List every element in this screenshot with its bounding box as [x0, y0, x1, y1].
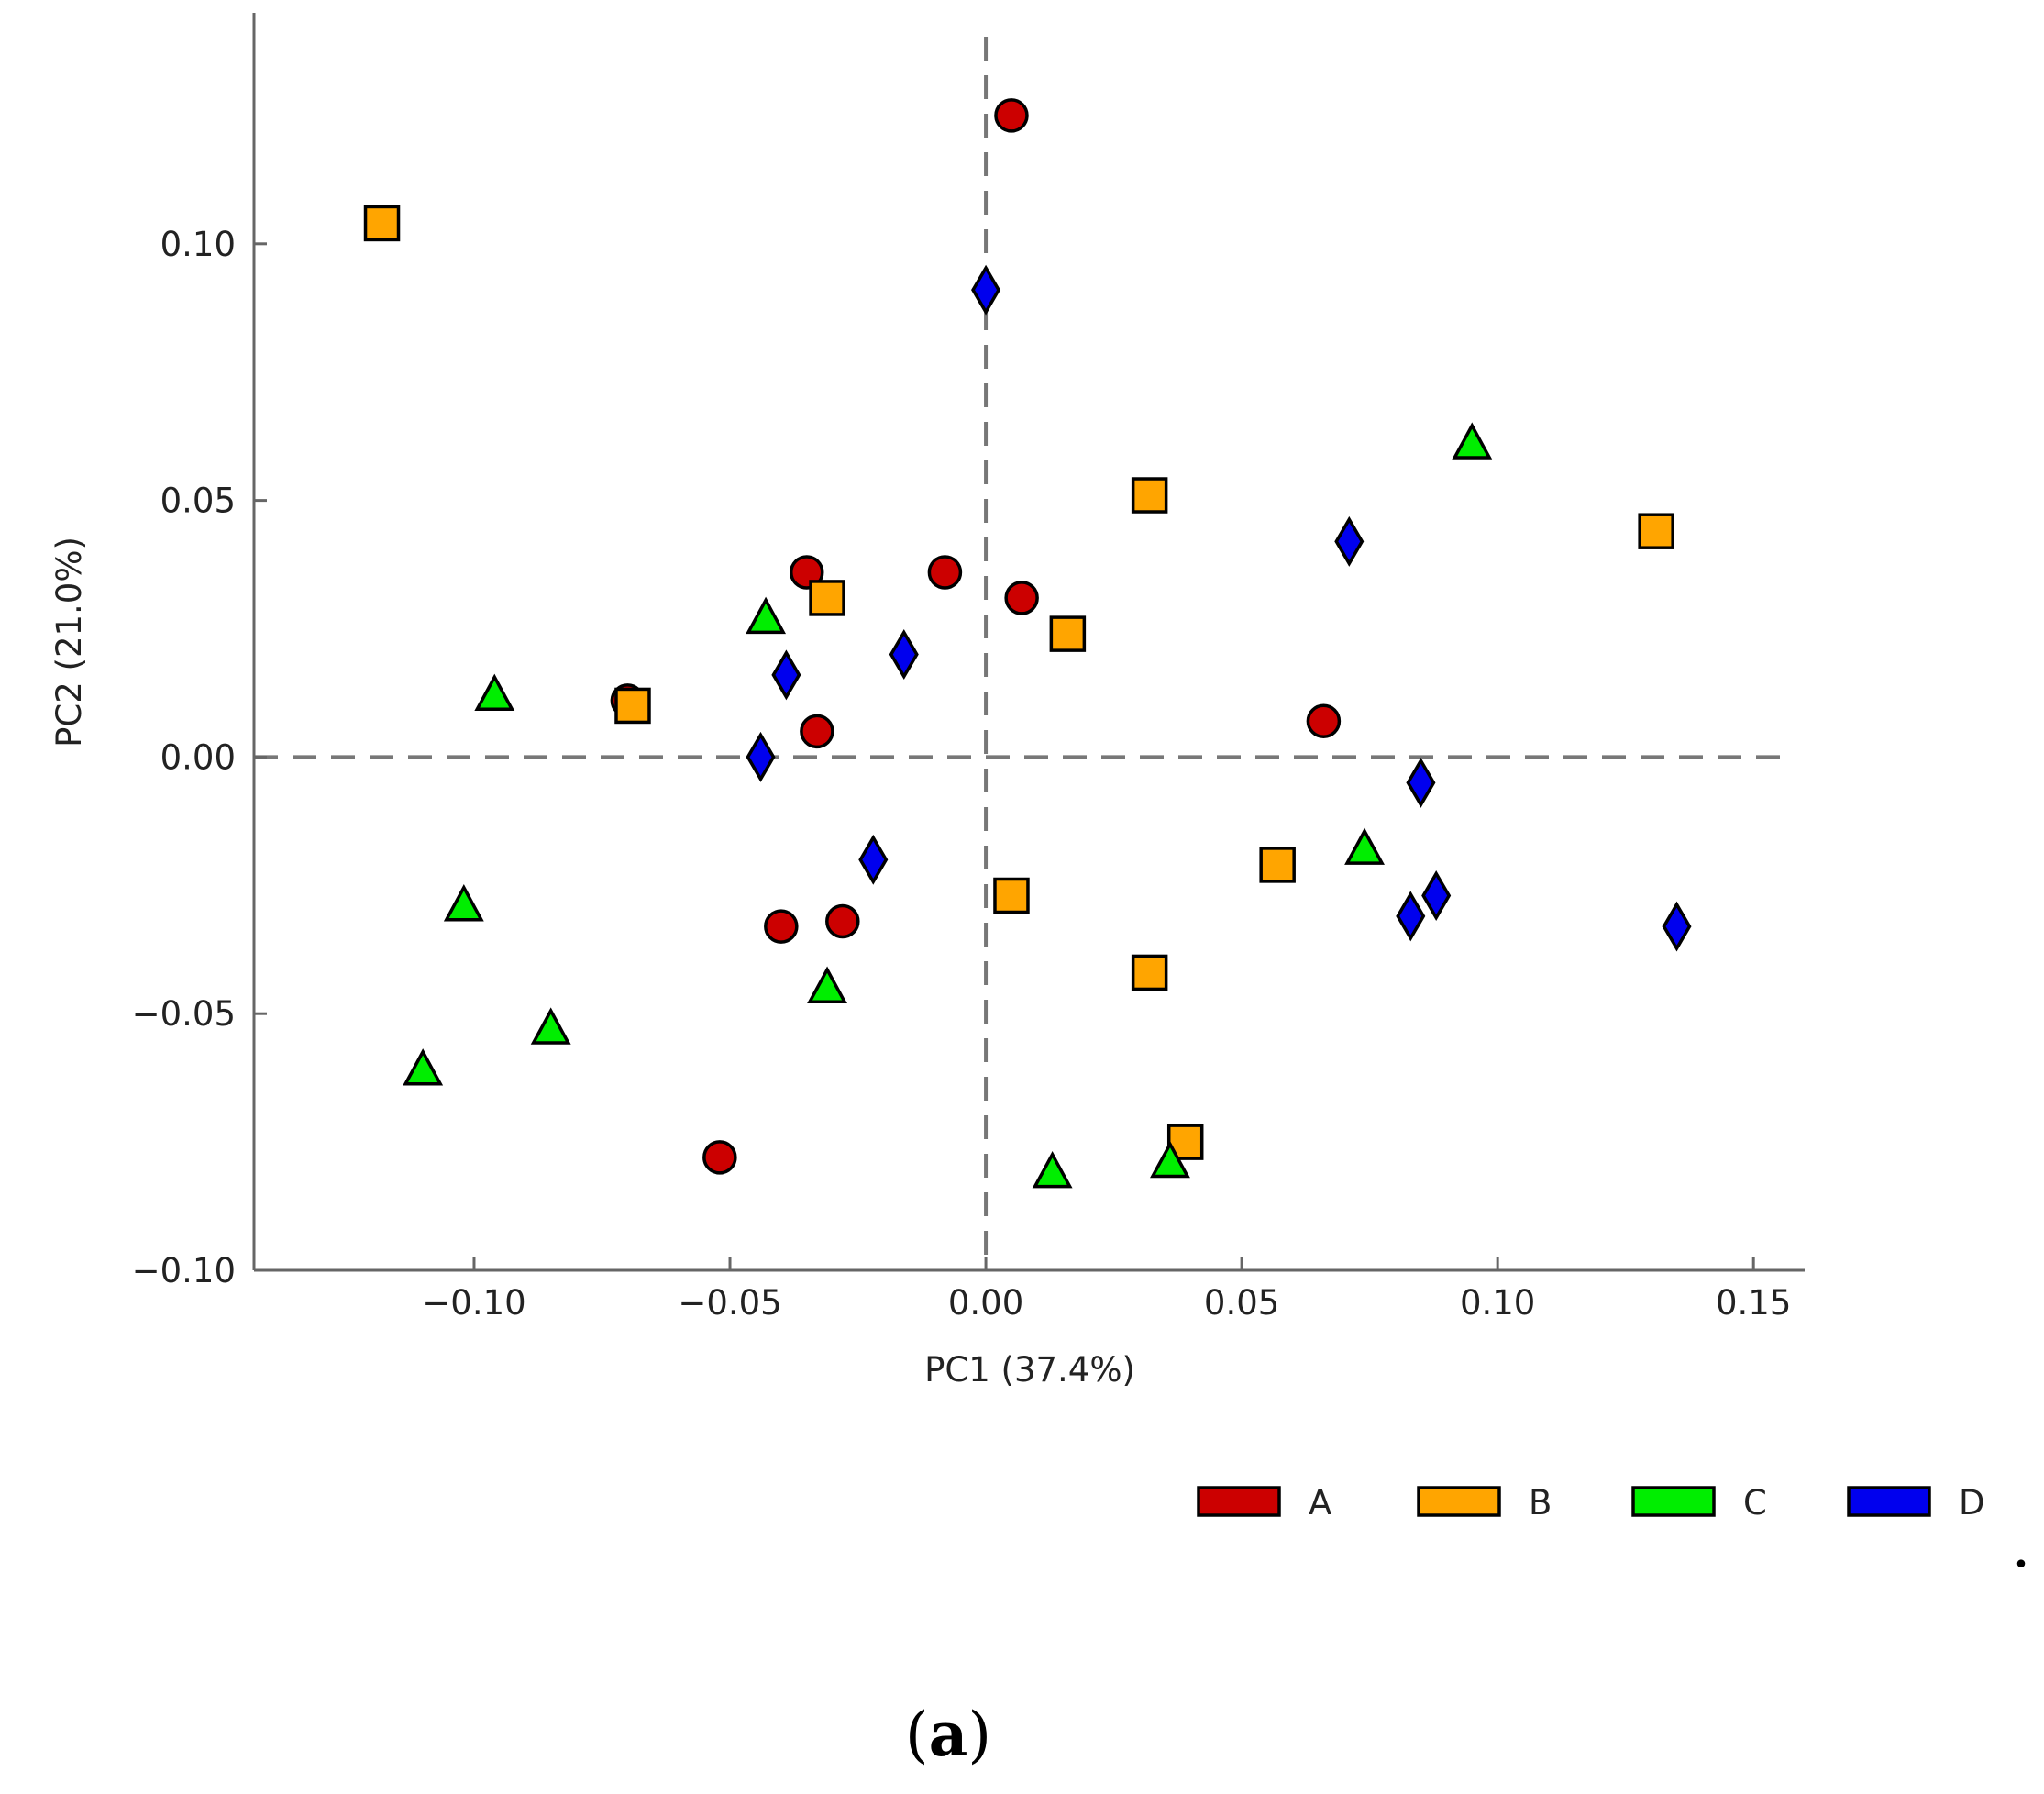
point-C-triangle: [1032, 1151, 1073, 1189]
legend-swatch-C: [1631, 1486, 1716, 1517]
point-A-circle: [800, 714, 834, 749]
point-D-diamond: [1662, 901, 1692, 952]
point-C-triangle: [530, 1007, 571, 1045]
x-tick-label: −0.10: [422, 1283, 525, 1323]
series-D: [746, 264, 1692, 952]
point-C-triangle: [746, 596, 787, 635]
reference-lines: [254, 37, 1788, 1270]
point-A-circle: [994, 98, 1029, 133]
data-points: [363, 98, 1692, 1189]
point-A-circle: [1004, 581, 1039, 615]
y-tick-label: 0.00: [160, 737, 236, 777]
axes: [252, 13, 1805, 1272]
point-B-square: [1166, 1124, 1204, 1160]
caption-close-paren: ): [967, 1700, 991, 1770]
series-C: [403, 422, 1493, 1189]
y-tick-label: −0.10: [132, 1251, 236, 1290]
caption-open-paren: (: [905, 1700, 929, 1770]
point-C-triangle: [403, 1048, 444, 1086]
series-B: [363, 205, 1674, 1160]
y-tick-label: 0.05: [160, 482, 236, 521]
x-tick-label: 0.10: [1460, 1283, 1535, 1323]
point-D-diamond: [889, 629, 919, 680]
legend-label-D: D: [1959, 1483, 1985, 1523]
point-B-square: [363, 205, 401, 242]
point-B-square: [1131, 954, 1168, 991]
point-A-circle: [1306, 703, 1342, 738]
legend-label-A: A: [1309, 1483, 1331, 1523]
legend-swatch-A: [1197, 1486, 1281, 1517]
x-axis-ticks: −0.10 −0.05 0.00 0.05 0.10 0.15: [422, 1257, 1791, 1323]
point-C-triangle: [1344, 827, 1385, 865]
legend: A B C D: [1197, 1483, 1985, 1523]
point-A-circle: [764, 909, 799, 944]
legend-swatch-D: [1847, 1486, 1931, 1517]
x-tick-label: 0.00: [948, 1283, 1023, 1323]
point-B-square: [614, 687, 651, 725]
point-B-square: [809, 580, 845, 616]
caption-letter: a: [929, 1699, 968, 1770]
point-C-triangle: [807, 966, 847, 1003]
legend-swatch-B: [1417, 1486, 1501, 1517]
x-tick-label: −0.05: [678, 1283, 781, 1323]
x-tick-label: 0.05: [1204, 1283, 1279, 1323]
point-C-triangle: [474, 673, 515, 712]
point-D-diamond: [1406, 757, 1436, 808]
point-D-diamond: [858, 834, 889, 885]
y-axis-title: PC2 (21.0%): [50, 537, 89, 748]
legend-label-C: C: [1743, 1483, 1767, 1523]
point-B-square: [1259, 847, 1296, 883]
trailing-period: .: [2012, 1511, 2031, 1581]
point-D-diamond: [1396, 891, 1426, 942]
series-A: [610, 98, 1342, 1175]
point-A-circle: [927, 555, 963, 590]
x-axis-title: PC1 (37.4%): [924, 1350, 1135, 1390]
figure-caption: (a): [905, 1699, 991, 1770]
x-tick-label: 0.15: [1716, 1283, 1791, 1323]
y-tick-label: 0.10: [160, 225, 236, 264]
point-D-diamond: [746, 731, 776, 782]
point-D-diamond: [971, 264, 1001, 316]
point-C-triangle: [1452, 422, 1493, 460]
point-B-square: [1049, 615, 1087, 652]
point-B-square: [1638, 513, 1674, 549]
y-axis-ticks: −0.10 −0.05 0.00 0.05 0.10: [132, 225, 267, 1290]
point-D-diamond: [771, 649, 801, 701]
point-C-triangle: [443, 884, 484, 922]
y-tick-label: −0.05: [132, 994, 236, 1034]
point-A-circle: [825, 903, 860, 939]
point-B-square: [993, 877, 1030, 914]
legend-label-B: B: [1529, 1483, 1552, 1523]
point-C-triangle: [1150, 1140, 1190, 1179]
point-B-square: [1131, 477, 1168, 514]
point-D-diamond: [1421, 870, 1452, 921]
point-A-circle: [702, 1140, 737, 1175]
point-D-diamond: [1334, 515, 1365, 567]
